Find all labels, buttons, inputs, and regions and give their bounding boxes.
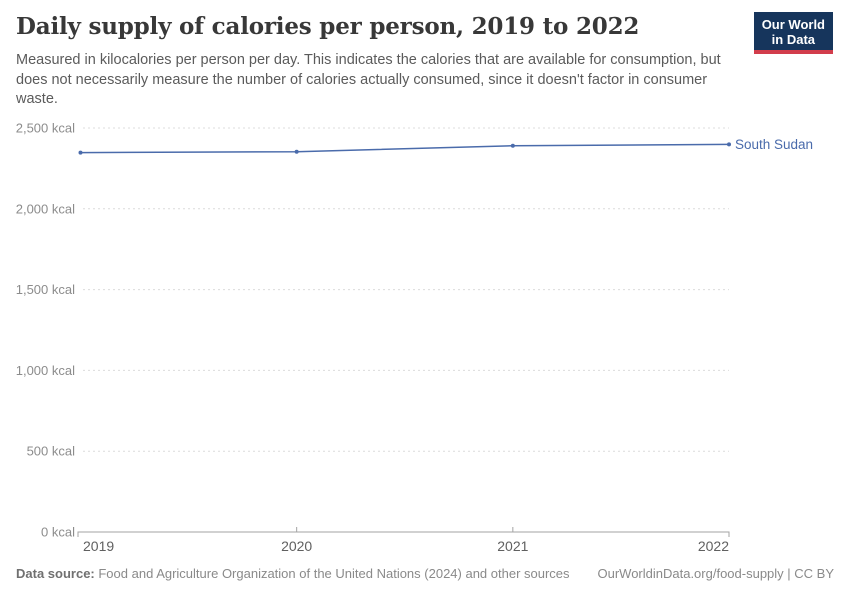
data-source: Data source: Food and Agriculture Organi… — [16, 566, 570, 581]
chart-title: Daily supply of calories per person, 201… — [16, 13, 640, 40]
logo-line2: in Data — [771, 32, 816, 47]
data-point-2020 — [294, 149, 299, 154]
series-label-south-sudan[interactable]: South Sudan — [735, 137, 813, 152]
data-source-label: Data source: — [16, 566, 95, 581]
data-point-2021 — [510, 143, 515, 148]
x-tick-label-2021: 2021 — [497, 538, 528, 554]
x-tick-label-2020: 2020 — [281, 538, 312, 554]
y-tick-label-0: 0 kcal — [41, 525, 75, 540]
x-axis-line — [77, 531, 730, 537]
data-source-text: Food and Agriculture Organization of the… — [94, 566, 570, 581]
owid-logo[interactable]: Our World in Data — [753, 12, 833, 54]
y-tick-label-2000: 2,000 kcal — [16, 201, 75, 216]
x-tick-label-2019: 2019 — [83, 538, 114, 554]
footer-link[interactable]: OurWorldinData.org/food-supply | CC BY — [597, 566, 834, 581]
logo-line1: Our World — [761, 17, 825, 32]
series-line-south-sudan — [80, 143, 730, 154]
y-tick-label-500: 500 kcal — [27, 444, 76, 459]
y-tick-label-2500: 2,500 kcal — [16, 121, 75, 136]
data-point-2022 — [727, 142, 732, 147]
x-tick-label-2022: 2022 — [698, 538, 729, 554]
chart-footer: Data source: Food and Agriculture Organi… — [16, 566, 834, 581]
chart-subtitle: Measured in kilocalories per person per … — [16, 52, 721, 107]
data-point-2019 — [78, 150, 83, 155]
y-tick-label-1500: 1,500 kcal — [16, 282, 75, 297]
y-tick-label-1000: 1,000 kcal — [16, 363, 75, 378]
